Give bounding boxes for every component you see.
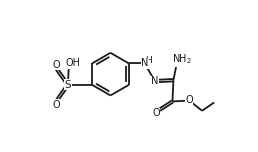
Text: NH$_2$: NH$_2$: [172, 52, 192, 66]
Text: N: N: [141, 59, 148, 69]
Text: OH: OH: [66, 59, 81, 69]
Text: O: O: [52, 100, 60, 110]
Text: O: O: [52, 60, 60, 70]
Text: H: H: [145, 56, 151, 65]
Text: S: S: [64, 80, 71, 90]
Text: O: O: [185, 95, 193, 105]
Text: N: N: [151, 76, 159, 86]
Text: O: O: [152, 108, 160, 118]
